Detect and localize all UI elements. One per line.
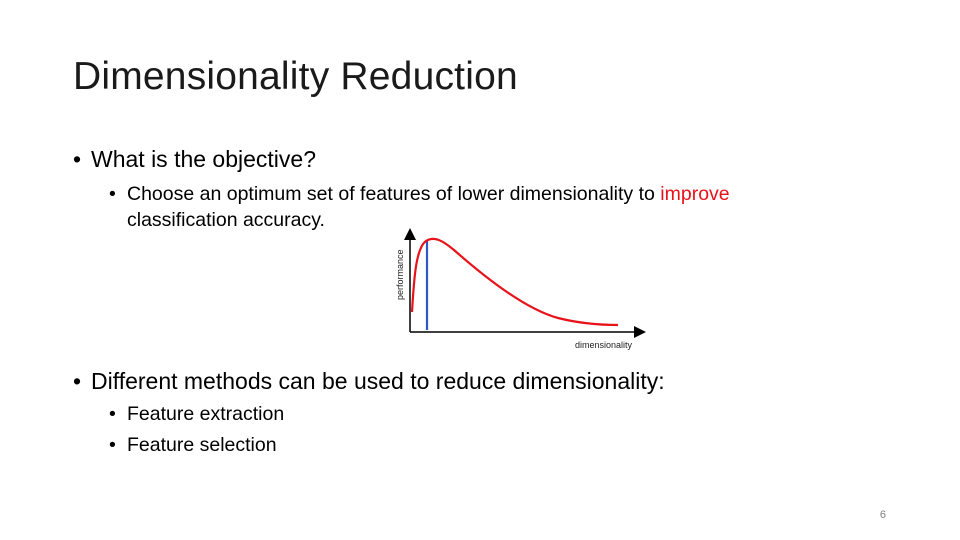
answer-text-part1: Choose an optimum set of features of low…	[127, 183, 661, 205]
y-axis-label: performance	[395, 249, 405, 300]
list-item-feature-selection: • Feature selection	[109, 434, 277, 457]
page-number: 6	[879, 509, 886, 521]
bullet-objective-text: What is the objective?	[91, 146, 317, 172]
bullet-dot-icon: •	[73, 146, 82, 172]
method-label: Feature extraction	[127, 403, 285, 425]
answer-highlight: improve	[660, 183, 730, 205]
bullet-dot-icon: •	[109, 434, 116, 456]
performance-curve	[410, 237, 619, 327]
bullet-dot-icon: •	[73, 368, 82, 394]
bullet-dot-icon: •	[109, 183, 116, 205]
x-axis-label: dimensionality	[575, 340, 633, 350]
bullet-dot-icon: •	[109, 403, 116, 425]
answer-text-part2: classification accuracy.	[127, 209, 325, 231]
slide-title: Dimensionality Reduction	[73, 55, 518, 98]
performance-vs-dimensionality-figure: dimensionality performance	[395, 228, 646, 350]
bullet-methods: • Different methods can be used to reduc…	[73, 368, 665, 395]
bullet-objective-answer-text: Choose an optimum set of features of low…	[127, 181, 847, 233]
bullet-objective-answer: • Choose an optimum set of features of l…	[109, 181, 847, 233]
list-item-feature-extraction: • Feature extraction	[109, 403, 284, 426]
method-label: Feature selection	[127, 434, 277, 456]
bullet-methods-text: Different methods can be used to reduce …	[91, 368, 665, 394]
bullet-objective: • What is the objective?	[73, 146, 316, 173]
